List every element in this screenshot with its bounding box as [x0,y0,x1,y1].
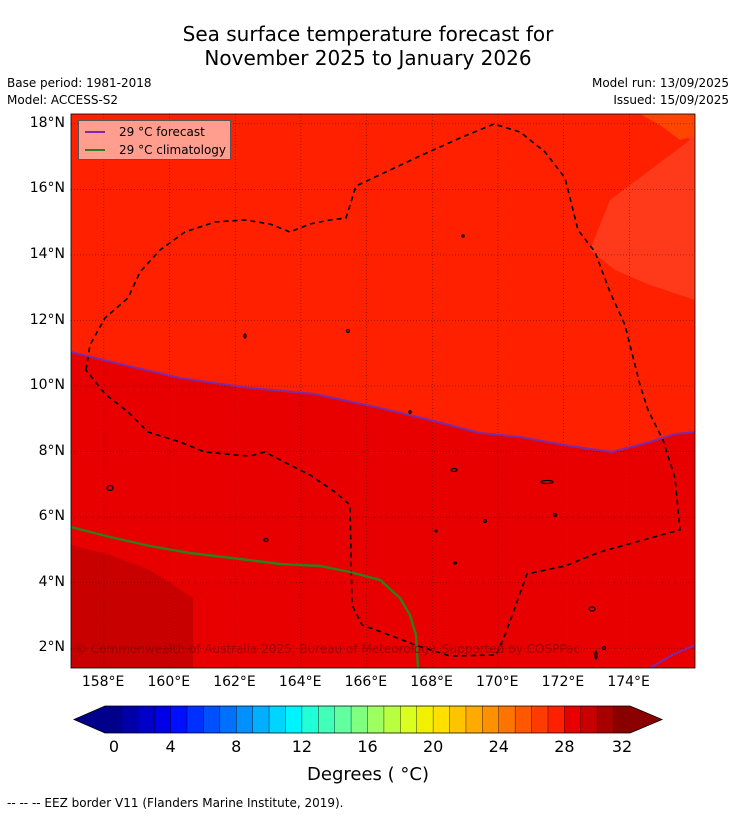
colorbar-segment [252,706,270,733]
lon-tick-label: 170°E [475,674,519,690]
lat-tick-label: 18°N [29,114,65,131]
lon-tick-label: 166°E [344,674,388,690]
colorbar-segment [449,706,467,733]
colorbar-tick-label: 4 [165,737,176,756]
colorbar-tick-label: 20 [422,737,444,756]
colorbar-title: Degrees ( °C) [307,764,429,785]
title-line-1: Sea surface temperature forecast for [182,22,554,46]
colorbar-segment [367,706,385,733]
colorbar-segment [285,706,303,733]
islands [106,234,607,660]
legend-swatch-climatology [85,149,105,151]
climatology-isotherm [71,525,420,668]
colorbar-segment [203,706,221,733]
colorbar-segment [564,706,582,733]
colorbar [72,705,664,734]
lat-tick-label: 8°N [38,442,65,459]
colorbar-tick-label: 24 [488,737,509,756]
lat-tick-label: 14°N [29,245,65,262]
colorbar-segment [482,706,500,733]
lat-tick-label: 10°N [29,377,65,394]
legend-label-climatology: 29 °C climatology [119,143,227,157]
lon-tick-label: 172°E [541,674,585,690]
colorbar-segment [613,706,631,733]
lat-tick-label: 12°N [29,311,65,328]
colorbar-segment [515,706,533,733]
model-run: Model run: 13/09/2025 [591,76,729,90]
colorbar-over-triangle [630,706,662,733]
colorbar-segment [334,706,352,733]
map-area: © Commonwealth of Australia 2025, Bureau… [71,114,695,668]
sst-band-29-30 [71,352,695,668]
map-frame [70,113,696,669]
colorbar-segment [318,706,336,733]
colorbar-segment [400,706,418,733]
lon-tick-label: 168°E [410,674,453,690]
colorbar-segment [547,706,565,733]
lon-tick-label: 160°E [147,674,191,690]
colorbar-segment [269,706,286,733]
colorbar-segment [170,706,188,733]
legend-item-forecast: 29 °C forecast [85,124,205,140]
footer-note: -- -- -- EEZ border V11 (Flanders Marine… [7,796,344,810]
lon-tick-label: 162°E [213,674,256,690]
colorbar-segment [187,706,204,733]
chart-title: Sea surface temperature forecast for Nov… [0,22,736,70]
colorbar-tick-label: 12 [291,737,313,756]
map-grid [71,114,695,668]
copyright-text: © Commonwealth of Australia 2025, Bureau… [75,642,580,656]
colorbar-segment [498,706,516,733]
lat-tick-label: 6°N [38,508,65,525]
colorbar-segment [105,706,122,733]
sst-band-26-27 [640,114,695,140]
sst-band-27-28 [560,114,695,300]
colorbar-segment [597,706,615,733]
lon-tick-label: 174°E [607,674,650,690]
lat-tick-label: 2°N [38,639,65,656]
lat-tick-label: 4°N [38,573,65,590]
colorbar-under-triangle [74,706,105,733]
colorbar-segment [465,706,483,733]
colorbar-tick-label: 16 [357,737,378,756]
base-period: Base period: 1981-2018 [7,76,152,90]
legend-label-forecast: 29 °C forecast [119,125,205,139]
colorbar-segment [121,706,139,733]
issued-date: Issued: 15/09/2025 [613,93,729,107]
map-legend: 29 °C forecast 29 °C climatology [78,120,231,160]
legend-item-climatology: 29 °C climatology [85,142,226,158]
colorbar-segment [301,706,319,733]
lon-tick-label: 164°E [278,674,322,690]
colorbar-segment [580,706,598,733]
title-line-2: November 2025 to January 2026 [204,46,532,70]
colorbar-frame [72,705,664,734]
legend-swatch-forecast [85,131,105,133]
colorbar-segment [154,706,172,733]
colorbar-segment [219,706,237,733]
colorbar-segment [236,706,254,733]
colorbar-tick-label: 8 [231,737,242,756]
colorbar-segment [383,706,401,733]
colorbar-tick-label: 28 [554,737,575,756]
colorbar-segment [433,706,451,733]
colorbar-segment [137,706,155,733]
colorbar-tick-label: 0 [108,737,120,756]
colorbar-tick-label: 32 [611,737,633,756]
forecast-isotherm [71,351,695,454]
colorbar-segment [531,706,549,733]
lat-tick-label: 16°N [29,180,65,197]
model-name: Model: ACCESS-S2 [7,93,119,107]
sst-band-30-31 [71,545,193,668]
lon-tick-label: 158°E [81,674,125,690]
forecast-isotherm-se [649,644,695,668]
eez-border [85,123,681,657]
colorbar-segment [416,706,434,733]
colorbar-segment [351,706,368,733]
